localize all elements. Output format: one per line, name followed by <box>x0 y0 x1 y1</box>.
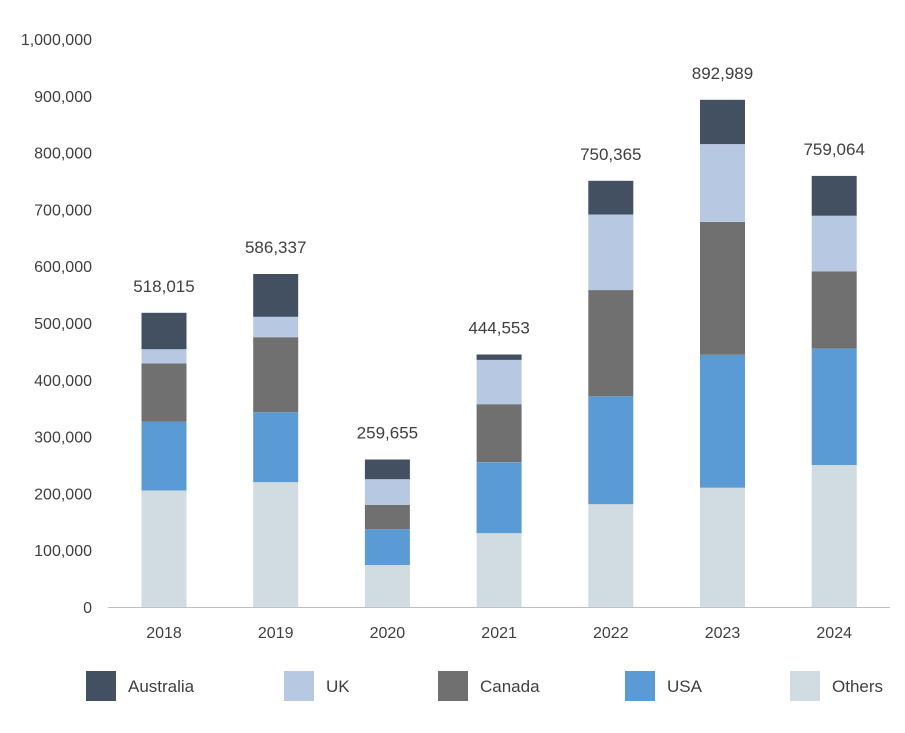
y-axis-tick-labels: 0 100,000 200,000 300,000 400,000 500,000 600,… <box>21 32 92 617</box>
bar-uk-2023 <box>700 144 745 222</box>
bar-segments <box>141 99 857 607</box>
bar-usa-2023 <box>700 354 745 488</box>
total-label-2022: 750,365 <box>580 145 641 164</box>
x-tick-label: 2023 <box>705 625 741 642</box>
legend-swatch-others <box>790 671 820 701</box>
bar-usa-2021 <box>476 462 522 534</box>
x-tick-label: 2022 <box>593 625 629 642</box>
legend-swatch-canada <box>438 671 468 701</box>
y-tick-label: 800,000 <box>34 146 92 163</box>
legend-swatch-uk <box>284 671 314 701</box>
bar-canada-2023 <box>700 221 745 355</box>
bar-uk-2019 <box>253 316 299 338</box>
bar-canada-2022 <box>588 290 634 397</box>
bar-usa-2024 <box>811 348 857 465</box>
bar-others-2022 <box>588 504 634 607</box>
total-label-2019: 586,337 <box>245 238 306 257</box>
bar-uk-2021 <box>476 359 522 405</box>
bar-canada-2021 <box>476 404 522 463</box>
bar-usa-2018 <box>141 421 187 491</box>
total-label-2020: 259,655 <box>357 424 418 443</box>
bar-canada-2019 <box>253 337 299 413</box>
legend-label-usa: USA <box>667 677 703 696</box>
bar-australia-2022 <box>588 180 634 215</box>
legend-item-canada: Canada <box>438 671 540 701</box>
bar-usa-2022 <box>588 396 634 505</box>
bar-others-2024 <box>811 465 857 607</box>
x-tick-label: 2019 <box>258 625 294 642</box>
bar-uk-2022 <box>588 214 634 290</box>
y-tick-label: 100,000 <box>34 543 92 560</box>
bar-others-2018 <box>141 490 187 607</box>
bar-usa-2020 <box>364 529 410 565</box>
total-label-2024: 759,064 <box>803 140 864 159</box>
y-tick-label: 400,000 <box>34 373 92 390</box>
y-tick-label: 600,000 <box>34 259 92 276</box>
legend-label-uk: UK <box>326 677 350 696</box>
legend: Australia UK Canada USA Others <box>86 671 883 701</box>
x-tick-label: 2024 <box>816 625 852 642</box>
y-tick-label: 0 <box>83 600 92 617</box>
bar-uk-2024 <box>811 215 857 272</box>
bar-australia-2018 <box>141 312 187 350</box>
y-tick-label: 500,000 <box>34 316 92 333</box>
bar-uk-2020 <box>364 479 410 505</box>
bar-canada-2020 <box>364 504 410 530</box>
y-tick-label: 900,000 <box>34 89 92 106</box>
total-label-2021: 444,553 <box>468 318 529 337</box>
legend-item-australia: Australia <box>86 671 195 701</box>
x-axis-tick-labels: 2018 2019 2020 2021 2022 2023 2024 <box>146 625 852 642</box>
total-label-2018: 518,015 <box>133 277 194 296</box>
bar-australia-2021 <box>476 354 522 360</box>
bar-canada-2024 <box>811 271 857 349</box>
legend-label-canada: Canada <box>480 677 540 696</box>
legend-swatch-australia <box>86 671 116 701</box>
bar-australia-2020 <box>364 459 410 480</box>
bar-australia-2023 <box>700 99 745 145</box>
bar-usa-2019 <box>253 412 299 483</box>
y-tick-label: 1,000,000 <box>21 32 92 49</box>
y-tick-label: 700,000 <box>34 202 92 219</box>
legend-item-others: Others <box>790 671 883 701</box>
bar-uk-2018 <box>141 349 187 364</box>
total-label-2023: 892,989 <box>692 64 753 83</box>
legend-item-usa: USA <box>625 671 703 701</box>
y-tick-label: 200,000 <box>34 486 92 503</box>
bar-others-2023 <box>700 487 745 607</box>
bar-australia-2019 <box>253 274 299 317</box>
bar-others-2019 <box>253 482 299 607</box>
legend-item-uk: UK <box>284 671 350 701</box>
bar-others-2020 <box>364 565 410 607</box>
legend-label-australia: Australia <box>128 677 195 696</box>
legend-swatch-usa <box>625 671 655 701</box>
bar-others-2021 <box>476 533 522 607</box>
bar-australia-2024 <box>811 175 857 216</box>
legend-label-others: Others <box>832 677 883 696</box>
x-tick-label: 2020 <box>370 625 406 642</box>
x-tick-label: 2018 <box>146 625 182 642</box>
bar-total-labels: 518,015 586,337 259,655 444,553 750,365 892,9… <box>133 64 865 443</box>
bar-canada-2018 <box>141 363 187 422</box>
x-tick-label: 2021 <box>481 625 517 642</box>
y-tick-label: 300,000 <box>34 430 92 447</box>
